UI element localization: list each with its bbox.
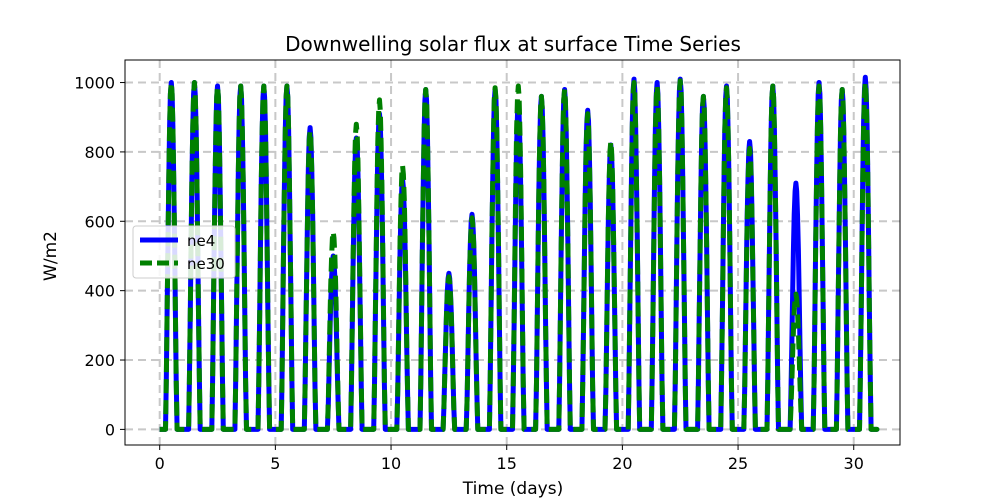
y-tick-label: 1000 — [74, 74, 115, 93]
axes-frame — [124, 59, 901, 446]
x-tick-label: 25 — [728, 454, 748, 473]
y-axis-label: W/m2 — [41, 231, 61, 281]
legend-label-ne4: ne4 — [187, 232, 215, 250]
legend: ne4 ne30 — [132, 225, 236, 279]
y-tick-label: 0 — [105, 420, 115, 439]
series-layer — [159, 74, 880, 432]
legend-label-ne30: ne30 — [187, 255, 225, 273]
y-tick-label: 800 — [84, 143, 115, 162]
chart-title: Downwelling solar flux at surface Time S… — [285, 32, 741, 56]
x-tick-label: 20 — [612, 454, 632, 473]
x-axis-label: Time (days) — [462, 479, 563, 499]
ticks: 0 5 10 15 20 25 30 0 200 400 600 800 1000 — [74, 74, 864, 473]
y-tick-label: 400 — [84, 282, 115, 301]
x-tick-label: 0 — [155, 454, 165, 473]
x-tick-label: 5 — [270, 454, 280, 473]
y-tick-label: 200 — [84, 351, 115, 370]
series-line-ne30 — [159, 78, 880, 432]
x-tick-label: 30 — [844, 454, 864, 473]
y-tick-label: 600 — [84, 212, 115, 231]
x-tick-label: 15 — [497, 454, 517, 473]
x-tick-label: 10 — [381, 454, 401, 473]
